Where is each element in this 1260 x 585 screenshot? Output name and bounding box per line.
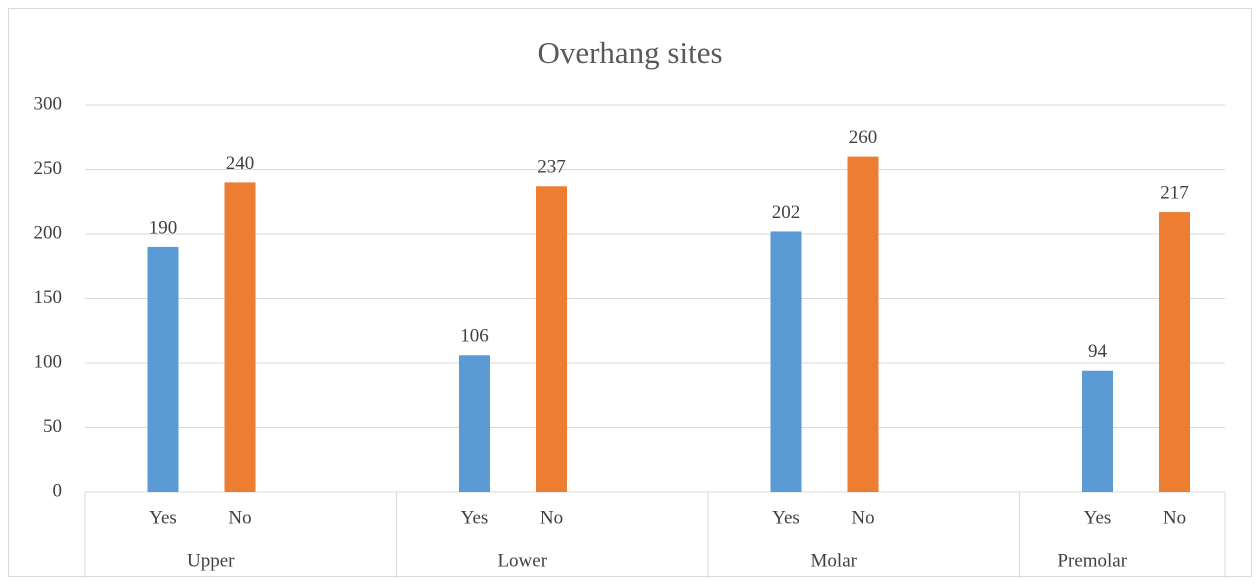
- bar: [459, 355, 490, 492]
- data-label: 240: [226, 153, 255, 174]
- group-label: Lower: [497, 550, 547, 571]
- y-tick-label: 100: [34, 351, 63, 372]
- bar: [1159, 212, 1190, 492]
- data-label: 106: [460, 326, 489, 347]
- data-label: 237: [537, 157, 566, 178]
- x-tick-label: Yes: [772, 507, 800, 528]
- x-tick-label: No: [540, 507, 563, 528]
- group-label: Premolar: [1057, 550, 1127, 571]
- y-tick-label: 0: [53, 480, 63, 501]
- x-tick-label: Yes: [1084, 507, 1112, 528]
- group-label: Upper: [187, 550, 235, 571]
- x-tick-label: No: [228, 507, 251, 528]
- bar: [770, 231, 802, 493]
- y-tick-label: 150: [34, 287, 63, 308]
- bar: [536, 186, 567, 492]
- data-label: 202: [772, 202, 801, 223]
- data-label: 190: [149, 217, 178, 238]
- x-tick-label: Yes: [149, 507, 177, 528]
- bar: [847, 156, 879, 492]
- bar: [224, 182, 256, 492]
- y-tick-label: 200: [34, 222, 63, 243]
- data-label: 260: [849, 127, 878, 148]
- data-label: 217: [1160, 182, 1189, 203]
- data-label: 94: [1088, 341, 1108, 362]
- y-tick-label: 300: [34, 93, 63, 114]
- y-tick-label: 250: [34, 158, 63, 179]
- x-tick-label: No: [1163, 507, 1186, 528]
- bar: [1082, 370, 1113, 492]
- chart-title: Overhang sites: [537, 35, 722, 70]
- chart-border: [8, 8, 1252, 577]
- group-label: Molar: [811, 550, 858, 571]
- x-tick-label: No: [851, 507, 874, 528]
- y-tick-label: 50: [43, 416, 62, 437]
- x-tick-label: Yes: [461, 507, 489, 528]
- bar: [147, 246, 179, 492]
